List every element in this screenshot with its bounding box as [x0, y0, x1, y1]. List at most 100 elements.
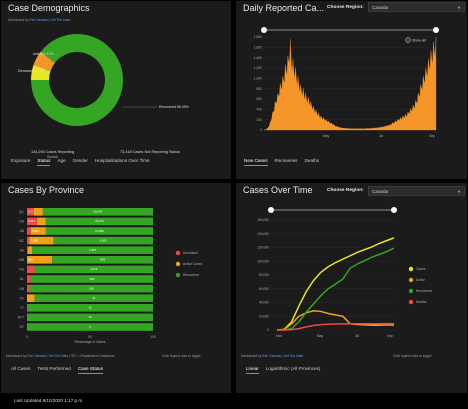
daily-cases-area — [263, 36, 437, 131]
province-label: PE — [20, 296, 25, 300]
bar-segment-recovered[interactable] — [30, 275, 154, 283]
bar-value-label: 44 — [92, 296, 96, 300]
bar-value-label: 15 — [88, 306, 92, 310]
y-tick-label: 20,000 — [259, 314, 269, 318]
x-tick-label: 100 — [150, 335, 156, 339]
bar-segment-deceased[interactable] — [27, 246, 29, 254]
zoom-out-icon — [405, 37, 411, 43]
bar-segment-recovered[interactable] — [53, 236, 153, 245]
chevron-down-icon: ▼ — [457, 4, 461, 10]
overtime-region-select[interactable]: Canada ▼ — [368, 186, 465, 196]
esri-canada-link[interactable]: Esri Canada — [262, 354, 281, 358]
tab-exposure[interactable]: Exposure — [11, 158, 31, 163]
bar-segment-recovered[interactable] — [45, 217, 153, 226]
bar-segment-deceased[interactable] — [27, 227, 31, 235]
bar-segment-deceased[interactable] — [27, 217, 38, 226]
x-tick-label: May — [323, 134, 330, 138]
tab-gender[interactable]: Gender — [72, 158, 88, 163]
bar-segment-deceased[interactable] — [27, 265, 35, 274]
bar-value-label: 5,773 — [28, 210, 35, 214]
bar-segment-recovered[interactable] — [32, 246, 153, 254]
demographics-tabs: Exposure Status Age Gender Hospitalizati… — [11, 158, 150, 166]
daily-region-select[interactable]: Canada ▼ — [368, 2, 465, 12]
bar-segment-active-cases[interactable] — [30, 227, 46, 235]
province-label: RC* — [18, 316, 25, 320]
show-all-button[interactable]: Show All — [405, 37, 426, 43]
donut-slice-active[interactable] — [31, 64, 51, 80]
province-label: AB — [20, 229, 25, 233]
bar-segment-recovered[interactable] — [27, 304, 153, 312]
bar-segment-deceased[interactable] — [27, 236, 30, 245]
tab-tests-performed[interactable]: Tests Performed — [37, 366, 71, 371]
y-tick-label: 80,000 — [259, 273, 269, 277]
tab-deaths[interactable]: Deaths — [304, 158, 320, 163]
tab-linear[interactable]: Linear — [246, 366, 259, 374]
tab-status[interactable]: Status — [37, 158, 51, 166]
bar-segment-recovered[interactable] — [34, 294, 154, 302]
bar-value-label: 500 — [28, 258, 33, 262]
y-tick-label: 1,400 — [254, 56, 262, 60]
tab-new-cases[interactable]: New Cases — [244, 158, 268, 166]
donut-slice-recovered[interactable] — [30, 34, 123, 126]
bar-segment-recovered[interactable] — [52, 256, 154, 264]
range-slider-handle-left[interactable] — [261, 27, 267, 33]
leader-line — [44, 69, 50, 72]
bar-segment-recovered[interactable] — [42, 208, 153, 216]
overtime-title: Cases Over Time — [243, 185, 313, 195]
bar-segment-active-cases[interactable] — [27, 294, 35, 302]
y-tick-label: 140,000 — [257, 232, 269, 236]
chevron-down-icon: ▼ — [457, 188, 461, 194]
range-slider-handle-right[interactable] — [391, 207, 397, 213]
show-all-label[interactable]: Show All — [412, 39, 426, 43]
bar-segment-active-cases[interactable] — [27, 256, 53, 264]
cases-by-province-panel: Cases By Province QC 5,773 56,834 ON 2,813 39… — [1, 183, 231, 393]
line-cases — [276, 237, 395, 331]
esri-canada-link[interactable]: Esri Canada — [27, 354, 46, 358]
bar-segment-recovered[interactable] — [34, 265, 154, 274]
province-label: NB — [19, 287, 24, 291]
bar-value-label: 13 — [88, 315, 92, 319]
bar-value-label: 39,474 — [95, 219, 104, 223]
bar-segment-deceased[interactable] — [27, 275, 31, 283]
tab-logarithmic[interactable]: Logarithmic (All Provinces) — [265, 366, 321, 371]
get-the-data-link[interactable]: Get The Data — [50, 18, 71, 22]
legend-dot-active[interactable] — [408, 277, 414, 283]
bar-segment-deceased[interactable] — [27, 284, 30, 293]
tab-hospitalizations[interactable]: Hospitalizations Over Time — [94, 158, 150, 163]
bar-segment-recovered[interactable] — [29, 284, 153, 293]
y-tick-label: 600 — [256, 97, 262, 101]
get-the-data-link[interactable]: Get The Data — [48, 354, 69, 358]
tab-recoveries[interactable]: Recoveries — [274, 158, 298, 163]
bar-segment-active-cases[interactable] — [37, 217, 46, 226]
x-tick-label: 0 — [26, 335, 28, 339]
bar-segment-recovered[interactable] — [27, 323, 153, 331]
label-active: Active 5.31% — [33, 52, 53, 56]
y-tick-label: 0 — [260, 128, 262, 132]
legend-dot-active-cases[interactable] — [175, 261, 181, 267]
get-the-data-link[interactable]: Get The Data — [283, 354, 304, 358]
bar-segment-active-cases[interactable] — [33, 208, 43, 216]
bar-segment-recovered[interactable] — [45, 227, 153, 235]
legend-dot-deceased[interactable] — [175, 250, 181, 256]
tab-age[interactable]: Age — [57, 158, 66, 163]
legend-dot-recovered[interactable] — [175, 272, 181, 278]
bar-segment-active-cases[interactable] — [29, 236, 54, 245]
x-tick-label: 50 — [88, 335, 92, 339]
tab-all-cases[interactable]: All Cases — [11, 366, 31, 371]
province-label: ON — [19, 220, 25, 224]
x-axis-label: Percentage of Cases — [75, 340, 106, 344]
province-tabs: All Cases Tests Performed Case Status — [11, 366, 103, 374]
range-slider-handle-right[interactable] — [433, 27, 439, 33]
legend-dot-cases[interactable] — [408, 266, 414, 272]
donut-slice-deceased[interactable] — [33, 51, 55, 71]
bar-segment-deceased[interactable] — [27, 208, 34, 216]
overtime-attribution: Dashboard by Esri Canada | Get The Data — [241, 354, 304, 358]
legend-dot-deaths[interactable] — [408, 299, 414, 305]
tab-case-status[interactable]: Case Status — [77, 366, 103, 374]
cases-over-time-chart: 0 20,000 40,000 60,000 80,000 100,000 120,000 1… — [257, 207, 432, 338]
bar-segment-active-cases[interactable] — [28, 246, 33, 254]
legend-dot-recovered[interactable] — [408, 288, 414, 294]
range-slider-handle-left[interactable] — [268, 207, 274, 213]
esri-canada-link[interactable]: Esri Canada — [29, 18, 48, 22]
bar-segment-recovered[interactable] — [27, 313, 153, 322]
